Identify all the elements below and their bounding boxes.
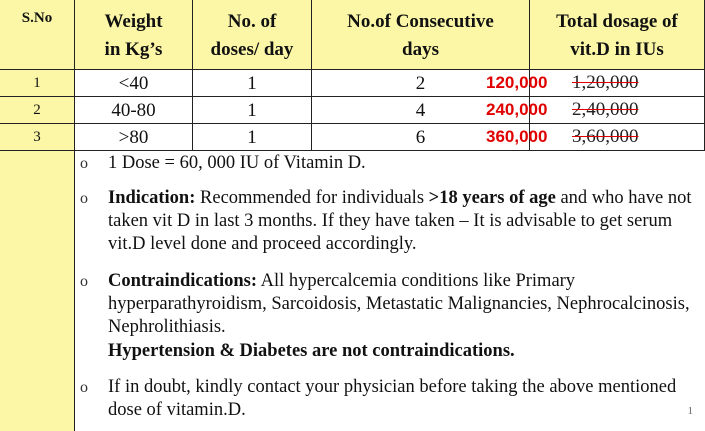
- note-segment: and who have not taken vit D in last 3 m…: [108, 188, 692, 254]
- table-cell: 3: [0, 124, 75, 151]
- header-cell: Weight in Kg’s: [75, 0, 193, 70]
- corrected-value: 240,000: [486, 100, 548, 119]
- header-text: days: [402, 39, 439, 60]
- table-cell: 1: [0, 70, 75, 97]
- note-segment: Recommended for individuals: [195, 188, 429, 208]
- corrected-value: 120,000: [486, 73, 548, 92]
- table-cell: >80: [75, 124, 193, 151]
- note-text: Contraindications: All hypercalcemia con…: [108, 270, 698, 339]
- header-text: Total dosage of: [556, 11, 678, 32]
- corrected-value: 360,000: [486, 127, 548, 146]
- note-text: Indication: Recommended for individuals …: [108, 187, 698, 256]
- header-text: in Kg’s: [104, 39, 163, 60]
- struck-value: 1,20,000: [572, 72, 639, 93]
- header-text: Weight: [104, 11, 163, 32]
- header-text: doses/ day: [210, 39, 294, 60]
- header-cell: No. of doses/ day: [193, 0, 312, 70]
- struck-value: 3,60,000: [572, 126, 639, 147]
- bullet: o: [80, 379, 88, 396]
- note-segment: Indication:: [108, 188, 196, 208]
- side-band: [0, 151, 75, 431]
- struck-value: 2,40,000: [572, 99, 639, 120]
- table-cell: 4: [312, 97, 530, 124]
- header-text: No.of Consecutive: [347, 11, 494, 32]
- note-segment: >18 years of age: [428, 188, 556, 208]
- header-text: S.No: [21, 10, 53, 26]
- bullet: o: [80, 273, 88, 290]
- emphasis-text: Hypertension & Diabetes are not contrain…: [108, 341, 515, 361]
- bullet: o: [80, 190, 88, 207]
- table-cell: 6: [312, 124, 530, 151]
- table-cell: <40: [75, 70, 193, 97]
- page-number: 1: [687, 405, 694, 417]
- table-cell: 1: [193, 97, 312, 124]
- table-cell: 1: [193, 124, 312, 151]
- header-cell: Total dosage of vit.D in IUs: [530, 0, 705, 70]
- table-cell: 2: [0, 97, 75, 124]
- table-cell: 2: [312, 70, 530, 97]
- header-text: vit.D in IUs: [570, 39, 664, 60]
- bullet: o: [80, 155, 88, 172]
- note-segment: Contraindications:: [108, 271, 258, 291]
- note-segment: 1 Dose = 60, 000 IU of Vitamin D.: [108, 153, 366, 173]
- header-text: No. of: [227, 11, 277, 32]
- header-cell: No.of Consecutive days: [312, 0, 530, 70]
- note-segment: If in doubt, kindly contact your physici…: [108, 377, 677, 420]
- table-cell: 1: [193, 70, 312, 97]
- header-cell: S.No: [0, 0, 75, 70]
- note-text: 1 Dose = 60, 000 IU of Vitamin D.: [108, 152, 698, 175]
- note-segment: All hypercalcemia conditions like Primar…: [108, 271, 690, 337]
- table-cell: 40-80: [75, 97, 193, 124]
- note-text: If in doubt, kindly contact your physici…: [108, 376, 698, 422]
